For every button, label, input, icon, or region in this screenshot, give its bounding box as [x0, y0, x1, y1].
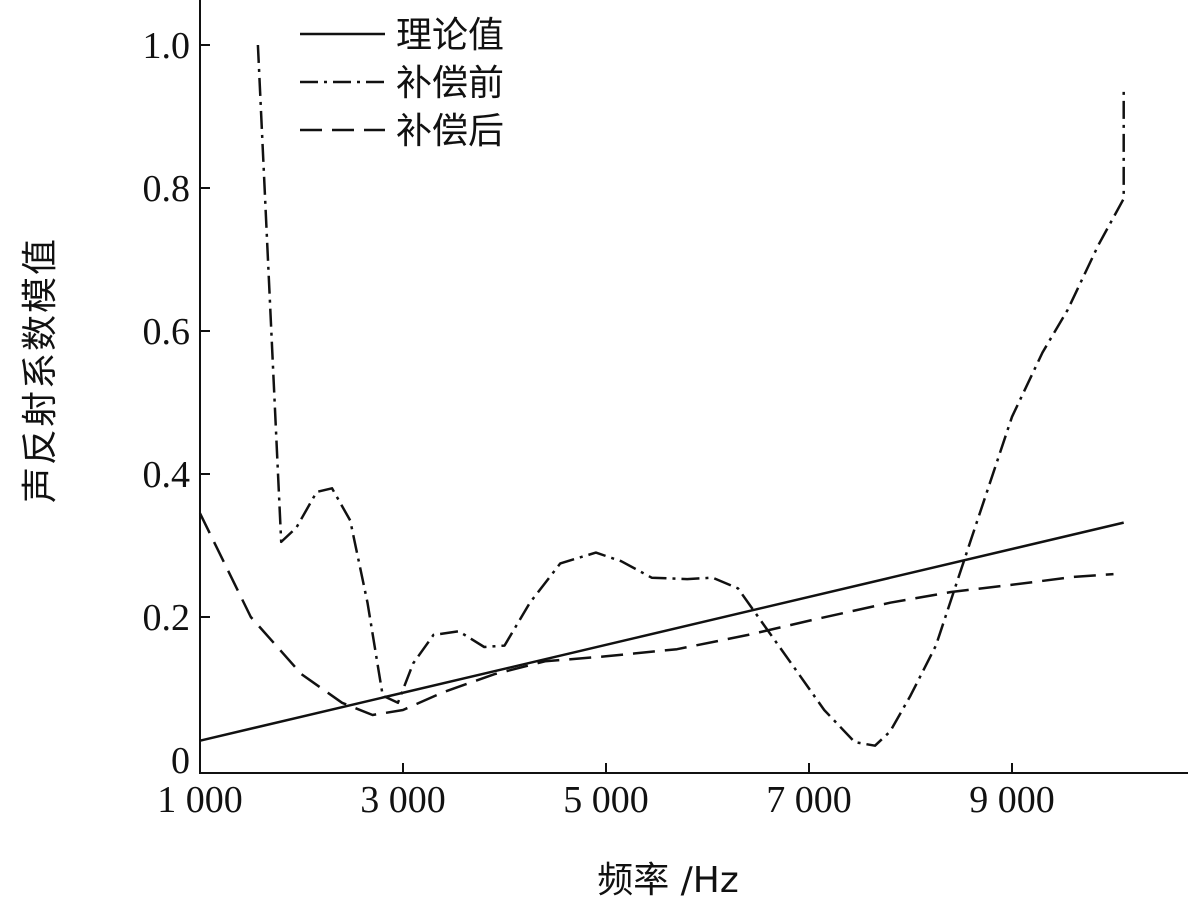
x-ticks: 1 000 3 000 5 000 7 000 9 000 — [157, 763, 1055, 821]
legend-label: 补偿后 — [396, 111, 504, 152]
y-tick-label: 1.0 — [143, 25, 191, 67]
x-tick-label: 9 000 — [969, 779, 1055, 821]
legend-label: 补偿前 — [396, 63, 504, 104]
x-tick-label: 1 000 — [157, 779, 243, 821]
y-axis-title: 声反射系数模值 — [20, 237, 61, 503]
legend-label: 理论值 — [396, 15, 504, 56]
x-tick-label: 7 000 — [766, 779, 852, 821]
y-tick-label: 0.2 — [143, 597, 191, 639]
y-tick-label: 0.8 — [143, 168, 191, 210]
y-tick-label: 0.6 — [143, 311, 191, 353]
y-ticks: 0 0.2 0.4 0.6 0.8 1.0 — [143, 25, 210, 782]
y-tick-label: 0 — [171, 740, 190, 782]
series-line-1 — [199, 521, 1124, 742]
y-tick-label: 0.4 — [143, 454, 191, 496]
series-line-2 — [256, 44, 1125, 747]
axes — [199, 0, 1188, 774]
x-tick-label: 3 000 — [360, 779, 446, 821]
x-tick-label: 5 000 — [563, 779, 649, 821]
x-axis-title: 频率 /Hz — [597, 860, 739, 900]
series-layer — [198, 44, 1125, 747]
series-line-3 — [198, 512, 1114, 717]
